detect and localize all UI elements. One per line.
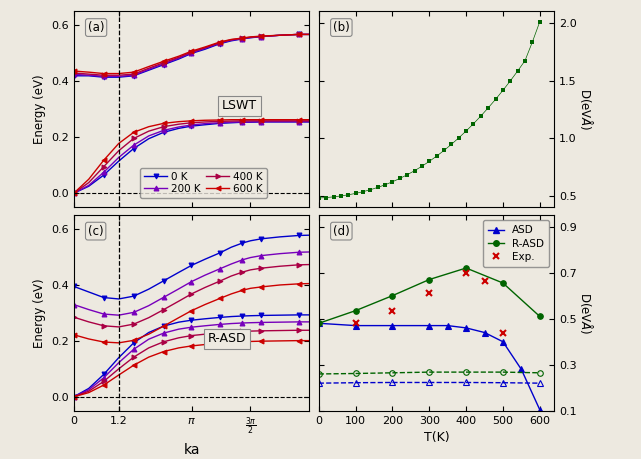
Text: (c): (c): [88, 224, 103, 238]
Text: (a): (a): [88, 21, 104, 34]
X-axis label: ka: ka: [183, 442, 200, 457]
Y-axis label: Energy (eV): Energy (eV): [33, 74, 46, 144]
Text: (d): (d): [333, 224, 350, 238]
Text: (b): (b): [333, 21, 350, 34]
Y-axis label: Energy (eV): Energy (eV): [33, 278, 46, 348]
Y-axis label: D(eV$\AA$): D(eV$\AA$): [578, 88, 595, 131]
X-axis label: T(K): T(K): [424, 431, 449, 444]
Y-axis label: D(eV$\AA$): D(eV$\AA$): [578, 291, 595, 334]
Legend: 0 K, 200 K, 400 K, 600 K: 0 K, 200 K, 400 K, 600 K: [140, 168, 267, 198]
Legend: ASD, R-ASD, Exp.: ASD, R-ASD, Exp.: [483, 220, 549, 267]
Text: R-ASD: R-ASD: [208, 332, 247, 345]
Text: LSWT: LSWT: [222, 99, 257, 112]
